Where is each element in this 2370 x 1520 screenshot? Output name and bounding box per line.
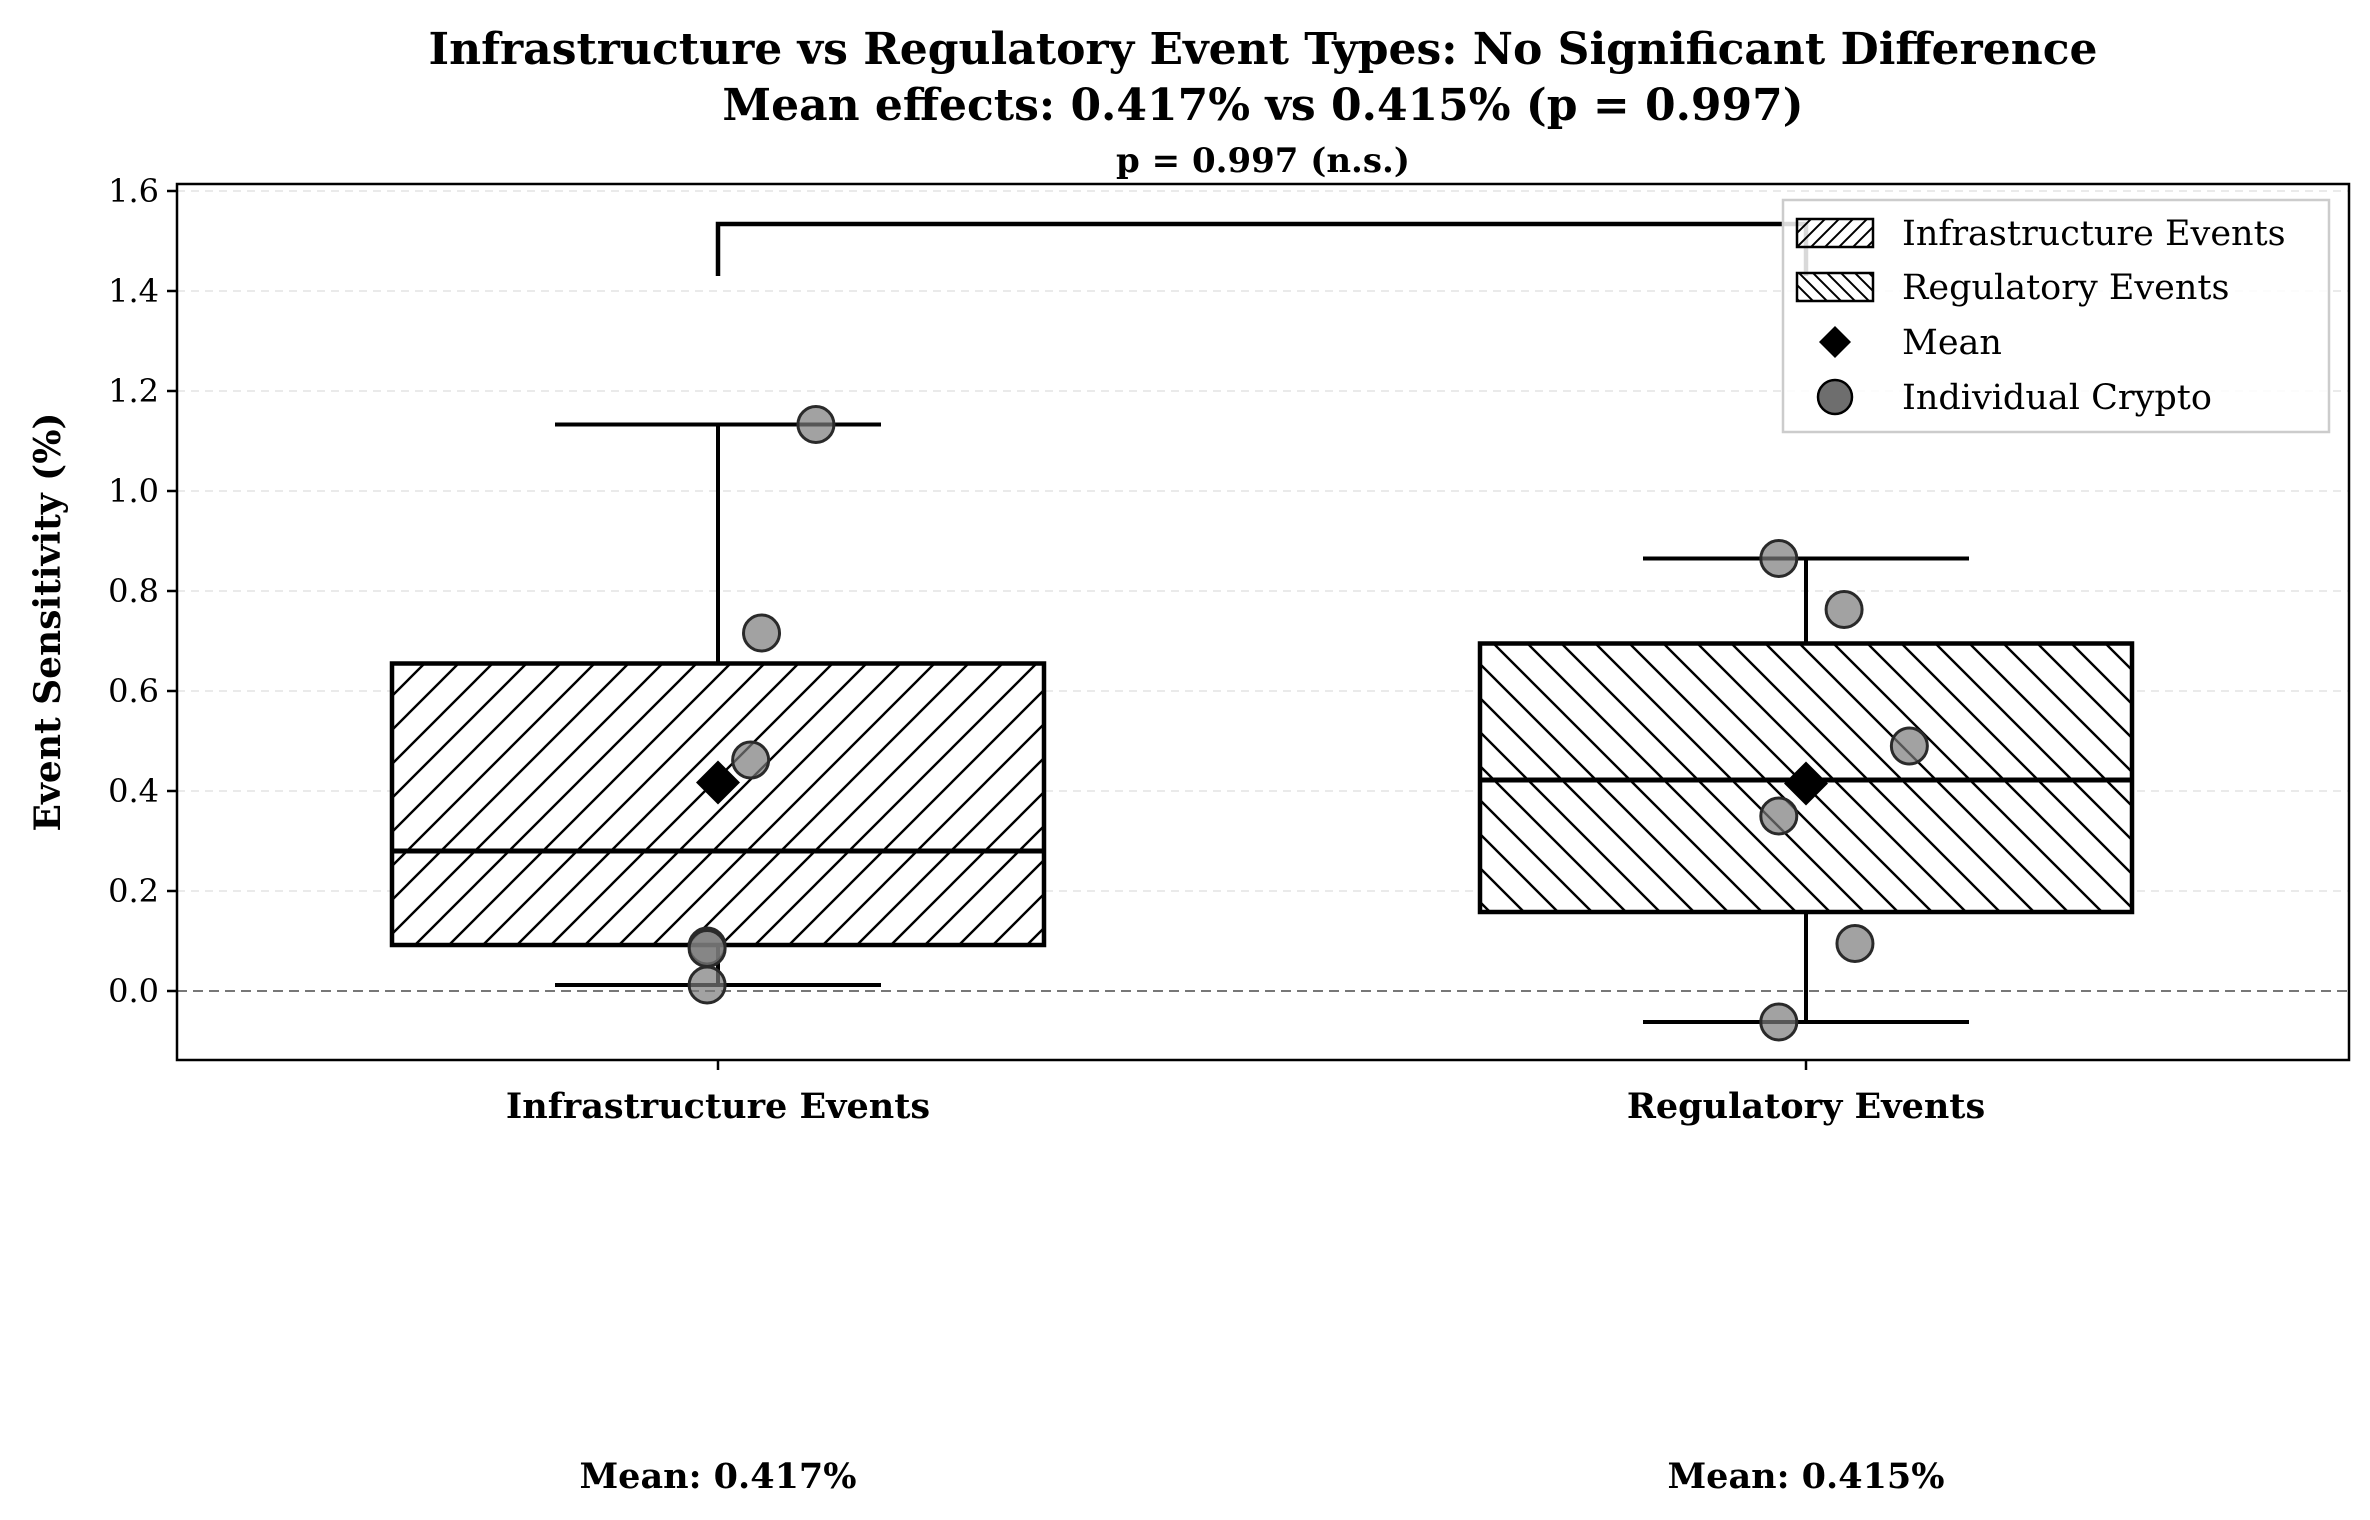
y-tick-label: 0.8 xyxy=(108,572,159,610)
bracket-line xyxy=(715,221,1809,276)
mean-label-regulatory: Mean: 0.415% xyxy=(1667,1456,1944,1497)
x-axis: Infrastructure Events Regulatory Events xyxy=(506,1060,1985,1127)
significance-bracket xyxy=(715,221,1809,276)
y-tick-label: 1.4 xyxy=(108,272,159,310)
legend-label-infrastructure: Infrastructure Events xyxy=(1902,214,2286,254)
plot-frame xyxy=(175,182,2351,1062)
y-tick-label: 0.0 xyxy=(108,972,159,1010)
y-tick-label: 0.6 xyxy=(108,672,159,710)
x-category-label: Regulatory Events xyxy=(1627,1086,1985,1127)
crypto-point xyxy=(731,740,771,780)
y-tick-label: 0.4 xyxy=(108,772,159,810)
chart-title-line-2: Mean effects: 0.417% vs 0.415% (p = 0.99… xyxy=(722,80,1803,131)
significance-label: p = 0.997 (n.s.) xyxy=(1116,141,1410,181)
y-axis: 0.0 0.2 0.4 0.6 0.8 1.0 1.2 1.4 1.6 xyxy=(108,172,177,1010)
legend-swatch-infrastructure xyxy=(1795,217,1875,249)
legend-label-mean: Mean xyxy=(1902,323,2002,363)
mean-labels: Mean: 0.417% Mean: 0.415% xyxy=(579,1456,1944,1497)
y-axis-label: Event Sensitivity (%) xyxy=(27,413,69,832)
crypto-point xyxy=(1824,590,1864,629)
crypto-point xyxy=(796,405,836,444)
crypto-point xyxy=(1759,539,1799,578)
crypto-point xyxy=(1889,726,1929,766)
box-group-infrastructure xyxy=(389,405,1047,1005)
mean-diamond xyxy=(696,760,740,805)
legend-circle-icon xyxy=(1816,378,1854,416)
mean-diamond xyxy=(1784,761,1828,806)
legend-label-individual-crypto: Individual Crypto xyxy=(1902,378,2212,418)
y-tick-label: 1.6 xyxy=(108,172,159,210)
crypto-point xyxy=(687,965,727,1005)
y-tick-label: 1.0 xyxy=(108,472,159,510)
crypto-point xyxy=(687,929,727,968)
crypto-point xyxy=(1759,796,1799,836)
legend-label-regulatory: Regulatory Events xyxy=(1902,268,2229,308)
legend: Infrastructure Events Regulatory Events … xyxy=(1781,198,2331,434)
legend-mean-diamond-icon xyxy=(1819,326,1851,358)
y-tick-label: 0.2 xyxy=(108,872,159,910)
legend-swatch-regulatory xyxy=(1795,271,1875,303)
x-category-label: Infrastructure Events xyxy=(506,1086,930,1127)
y-tick-label: 1.2 xyxy=(108,372,159,410)
box-plots xyxy=(389,405,2135,1042)
crypto-point xyxy=(1835,924,1875,963)
mean-label-infrastructure: Mean: 0.417% xyxy=(579,1456,856,1497)
crypto-point xyxy=(742,613,782,653)
box-group-regulatory xyxy=(1477,539,2135,1042)
crypto-point xyxy=(1759,1002,1799,1042)
chart-title-line-1: Infrastructure vs Regulatory Event Types… xyxy=(429,24,2098,75)
